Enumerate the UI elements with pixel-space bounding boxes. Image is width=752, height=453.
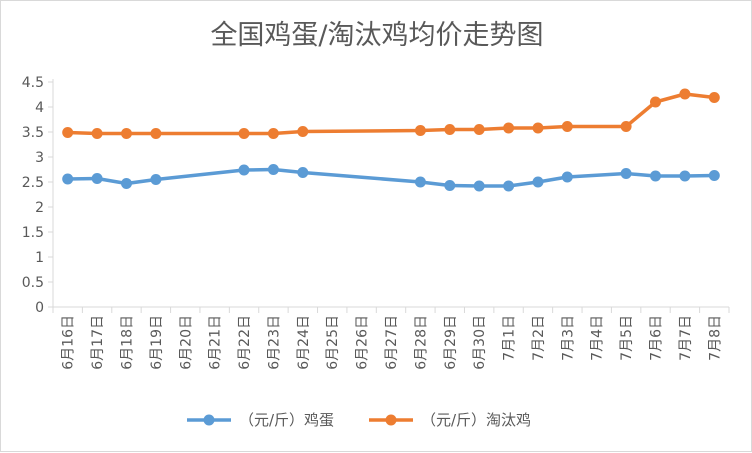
data-point — [473, 180, 485, 192]
y-tick-label: 1.5 — [22, 225, 44, 241]
legend: （元/斤）鸡蛋 （元/斤）淘汰鸡 — [187, 411, 531, 429]
x-tick-label: 7月8日 — [707, 315, 723, 361]
series-layer — [62, 88, 720, 192]
data-point — [150, 174, 162, 185]
x-tick-label: 7月3日 — [560, 315, 576, 361]
legend-label: （元/斤）淘汰鸡 — [421, 411, 531, 429]
data-point — [620, 168, 632, 179]
y-axis-ticks: 0 0.5 1 1.5 2 2.5 3 3.5 4 4.5 — [22, 75, 53, 316]
x-tick-label: 6月29日 — [443, 315, 459, 370]
data-point — [650, 96, 661, 108]
y-tick-label: 3.5 — [22, 125, 44, 141]
x-tick-label: 6月21日 — [208, 315, 224, 370]
data-point — [62, 127, 74, 138]
legend-item: （元/斤）淘汰鸡 — [369, 411, 531, 429]
x-tick-label: 6月19日 — [149, 315, 165, 370]
x-tick-label: 6月18日 — [119, 315, 135, 370]
chart-title: 全国鸡蛋/淘汰鸡均价走势图 — [210, 20, 543, 51]
data-point — [150, 128, 162, 139]
x-tick-label: 6月26日 — [355, 315, 371, 370]
data-point — [561, 171, 573, 183]
legend-item: （元/斤）鸡蛋 — [187, 411, 334, 429]
data-point — [91, 128, 103, 139]
data-point — [679, 88, 691, 100]
series-line — [65, 92, 717, 136]
data-point — [503, 122, 515, 134]
data-point — [708, 170, 720, 181]
series-line — [65, 167, 717, 188]
y-tick-label: 0 — [35, 300, 44, 316]
series-egg — [62, 164, 720, 192]
data-point — [414, 176, 426, 188]
x-tick-label: 7月4日 — [590, 315, 606, 361]
x-tick-label: 6月27日 — [384, 315, 400, 370]
x-tick-label: 6月28日 — [413, 315, 429, 370]
data-point — [473, 124, 485, 135]
legend-label: （元/斤）鸡蛋 — [239, 411, 334, 429]
series-culled-hen — [62, 88, 720, 139]
x-tick-label: 6月17日 — [90, 315, 106, 370]
legend-swatch-marker — [385, 414, 397, 426]
data-point — [91, 173, 103, 184]
y-tick-label: 0.5 — [22, 275, 44, 291]
data-point — [650, 170, 661, 182]
data-point — [121, 178, 132, 189]
data-point — [62, 173, 74, 185]
x-tick-label: 6月23日 — [266, 315, 282, 370]
data-point — [297, 126, 309, 137]
x-tick-label: 6月22日 — [237, 315, 253, 370]
axes — [52, 79, 729, 308]
x-tick-label: 7月7日 — [678, 315, 694, 361]
data-point — [708, 92, 720, 103]
y-tick-label: 3 — [35, 150, 44, 166]
legend-swatch-marker — [203, 414, 215, 426]
y-tick-label: 2.5 — [22, 175, 44, 191]
data-point — [267, 164, 279, 175]
data-point — [679, 170, 691, 182]
data-point — [238, 128, 250, 139]
data-point — [532, 122, 544, 134]
x-tick-label: 6月30日 — [472, 315, 488, 370]
data-point — [444, 180, 456, 191]
data-point — [238, 164, 250, 176]
y-tick-label: 1 — [35, 250, 44, 266]
x-tick-label: 7月6日 — [649, 315, 665, 361]
y-tick-label: 4.5 — [22, 75, 44, 91]
y-tick-label: 2 — [35, 200, 44, 216]
data-point — [620, 121, 632, 132]
x-tick-label: 6月16日 — [61, 315, 77, 370]
data-point — [414, 125, 426, 136]
x-tick-label: 7月1日 — [502, 315, 518, 361]
x-tick-label: 7月5日 — [619, 315, 635, 361]
data-point — [532, 176, 544, 188]
x-tick-label: 6月24日 — [296, 315, 312, 370]
x-tick-label: 7月2日 — [531, 315, 547, 361]
data-point — [267, 128, 279, 139]
x-tick-label: 6月20日 — [178, 315, 194, 370]
data-point — [297, 167, 309, 178]
data-point — [444, 124, 456, 135]
y-tick-label: 4 — [35, 100, 44, 116]
data-point — [121, 128, 132, 139]
data-point — [561, 121, 573, 132]
x-axis-ticks: 6月16日 6月17日 6月18日 6月19日 6月20日 6月21日 6月22日 6月23日… — [52, 307, 730, 370]
x-tick-label: 6月25日 — [325, 315, 341, 370]
data-point — [503, 180, 515, 192]
